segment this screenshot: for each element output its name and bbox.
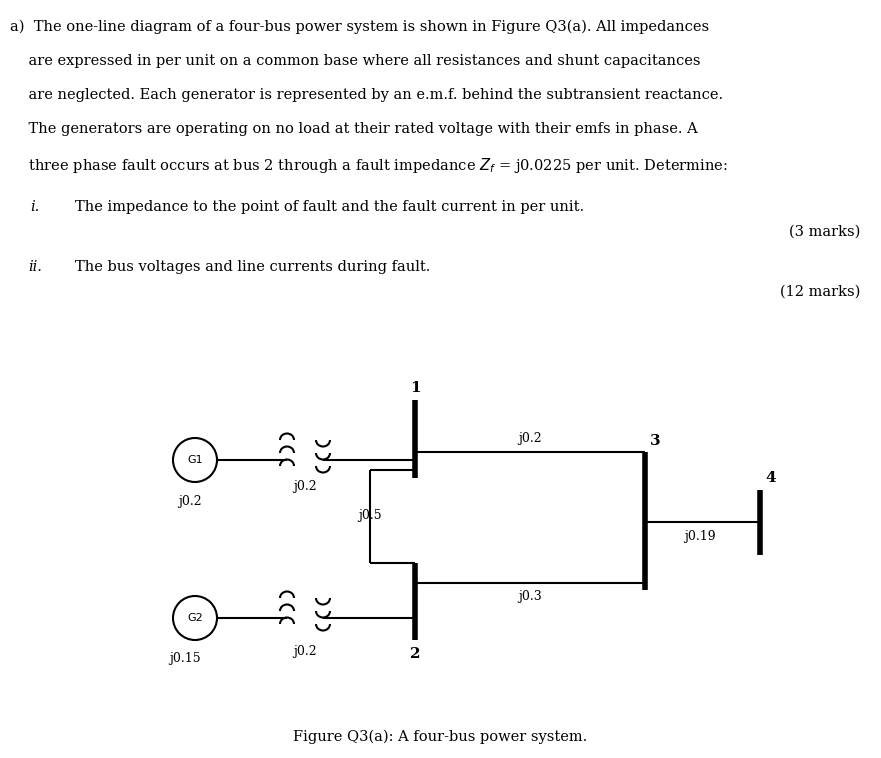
- Text: The impedance to the point of fault and the fault current in per unit.: The impedance to the point of fault and …: [75, 200, 584, 214]
- Text: j0.5: j0.5: [359, 509, 382, 522]
- Text: (12 marks): (12 marks): [780, 285, 860, 299]
- Text: G1: G1: [187, 455, 203, 465]
- Text: The generators are operating on no load at their rated voltage with their emfs i: The generators are operating on no load …: [10, 122, 698, 136]
- Text: j0.2: j0.2: [178, 495, 202, 508]
- Text: j0.2: j0.2: [293, 645, 317, 658]
- Text: 3: 3: [650, 434, 661, 448]
- Text: 2: 2: [410, 647, 420, 661]
- Text: j0.15: j0.15: [169, 652, 201, 665]
- Text: are expressed in per unit on a common base where all resistances and shunt capac: are expressed in per unit on a common ba…: [10, 54, 700, 68]
- Text: 1: 1: [410, 381, 420, 395]
- Text: j0.2: j0.2: [293, 480, 317, 493]
- Text: (3 marks): (3 marks): [788, 225, 860, 239]
- Text: j0.3: j0.3: [518, 590, 542, 603]
- Text: are neglected. Each generator is represented by an e.m.f. behind the subtransien: are neglected. Each generator is represe…: [10, 88, 723, 102]
- Text: Figure Q3(a): A four-bus power system.: Figure Q3(a): A four-bus power system.: [292, 730, 587, 744]
- Text: The bus voltages and line currents during fault.: The bus voltages and line currents durin…: [75, 260, 431, 274]
- Text: j0.2: j0.2: [518, 432, 542, 445]
- Text: a)  The one-line diagram of a four-bus power system is shown in Figure Q3(a). Al: a) The one-line diagram of a four-bus po…: [10, 20, 709, 34]
- Text: 4: 4: [765, 471, 775, 485]
- Text: ii.: ii.: [28, 260, 42, 274]
- Text: three phase fault occurs at bus 2 through a fault impedance $Z_f$ = j0.0225 per : three phase fault occurs at bus 2 throug…: [10, 156, 728, 175]
- Text: j0.19: j0.19: [685, 530, 715, 543]
- Text: G2: G2: [187, 613, 203, 623]
- Text: i.: i.: [30, 200, 40, 214]
